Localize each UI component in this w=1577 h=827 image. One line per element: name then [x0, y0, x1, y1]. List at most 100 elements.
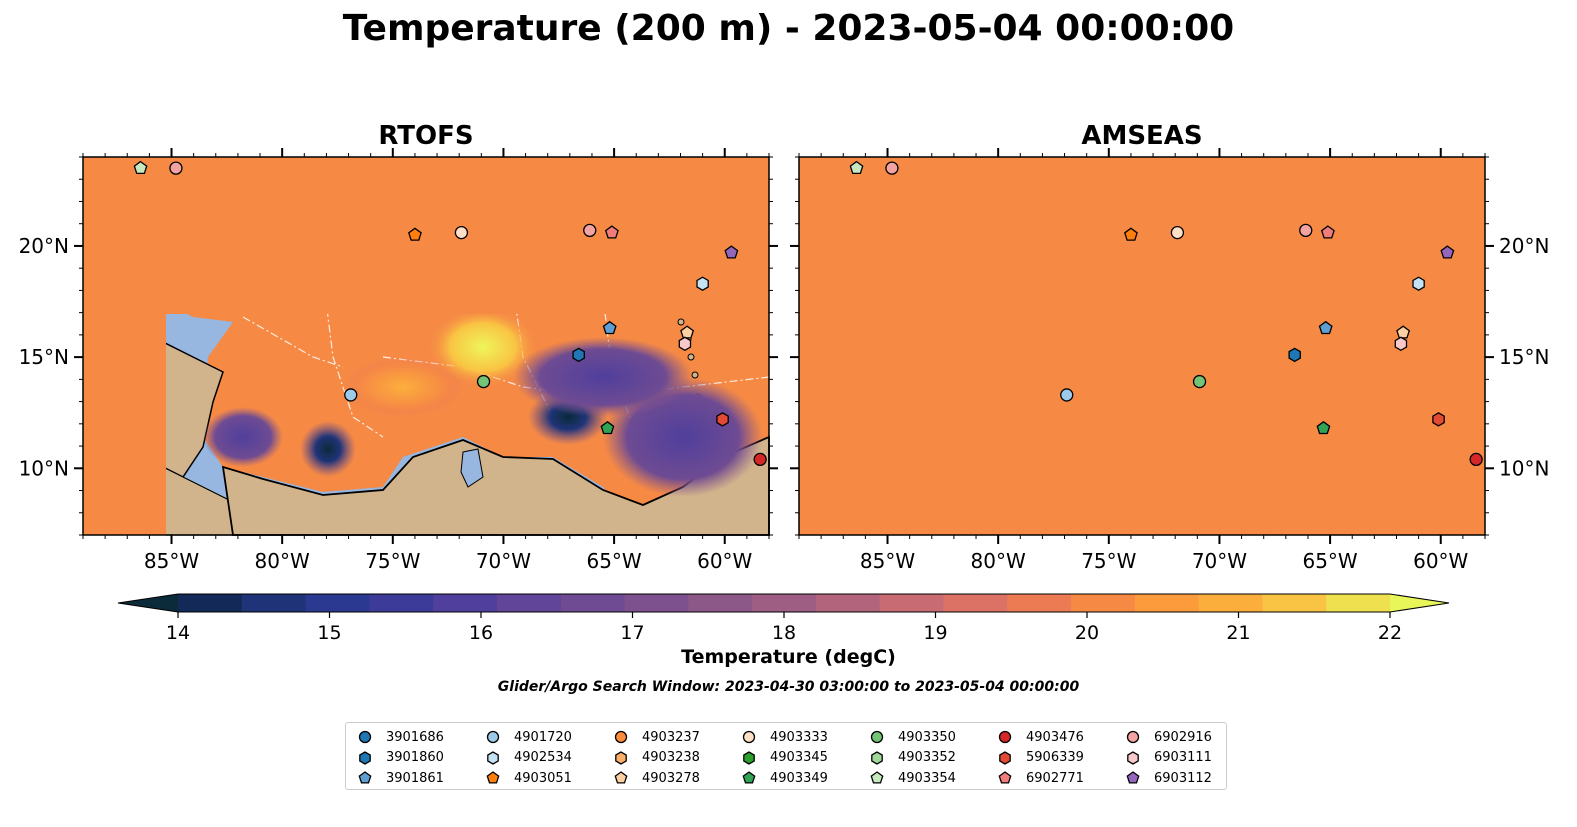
- float-marker-6903111: [678, 336, 692, 352]
- legend-item: 4903345: [738, 748, 828, 769]
- legend-column: 6902916 6903111 6903112: [1122, 727, 1212, 789]
- lat-tick-label: 10°N: [1499, 456, 1549, 480]
- legend-marker: [1126, 771, 1140, 784]
- pentagon-marker-icon: [742, 771, 756, 784]
- colorbar-tick-label: 22: [1378, 622, 1402, 644]
- legend-item: 4903238: [610, 748, 700, 769]
- legend-label: 4903352: [898, 750, 956, 766]
- legend-label: 4902534: [514, 750, 572, 766]
- colorbar-extend-low: [118, 594, 178, 612]
- legend-item: 3901686: [354, 727, 444, 748]
- colorbar-segment: [943, 594, 1008, 612]
- panel-title-rtofs: RTOFS: [378, 121, 474, 151]
- legend-item: 4903354: [866, 768, 956, 789]
- lat-tick-label: 20°N: [1499, 234, 1549, 258]
- colorbar-segment: [496, 594, 562, 612]
- float-marker-4901720: [344, 388, 358, 402]
- pentagon-marker-icon: [998, 771, 1012, 784]
- legend-item: 4901720: [482, 727, 572, 748]
- rtofs-field-features: [203, 314, 763, 497]
- lat-tick-label: 20°N: [19, 234, 69, 258]
- float-marker-6903112: [1440, 245, 1455, 259]
- colorbar-tick-label: 18: [772, 622, 796, 644]
- colorbar-segment: [1326, 594, 1391, 612]
- legend-label: 4903349: [770, 770, 828, 786]
- float-marker-3901861: [602, 320, 617, 335]
- colorbar-segment: [1262, 594, 1327, 612]
- legend-label: 6903111: [1154, 750, 1212, 766]
- legend-marker: [870, 731, 884, 744]
- circle-marker-icon: [358, 731, 372, 744]
- legend-marker: [614, 771, 628, 784]
- legend-marker: [1127, 750, 1139, 765]
- legend-item: 6902916: [1122, 727, 1212, 748]
- colorbar-extend-high: [1390, 594, 1449, 612]
- colorbar-segment: [1007, 594, 1072, 612]
- legend-marker: [359, 750, 371, 765]
- float-marker-4902534: [1412, 276, 1425, 291]
- legend-item: 4903278: [610, 768, 700, 789]
- hexagon-marker-icon: [487, 750, 499, 765]
- legend-label: 4903051: [514, 770, 572, 786]
- colorbar-tick-label: 17: [620, 622, 644, 644]
- legend-marker: [486, 731, 500, 744]
- legend-column: 4901720 4902534 4903051: [482, 727, 572, 789]
- legend-marker: [870, 771, 884, 784]
- float-marker-4903476: [1469, 452, 1483, 467]
- colorbar-segment: [688, 594, 753, 612]
- float-marker-4903051: [1124, 227, 1138, 241]
- legend-marker: [1126, 731, 1140, 744]
- legend-label: 4901720: [514, 729, 572, 745]
- lon-tick-label: 85°W: [144, 549, 199, 573]
- circle-marker-icon: [998, 731, 1012, 744]
- colorbar-tick-label: 20: [1075, 622, 1099, 644]
- lon-tick-label: 70°W: [476, 549, 531, 573]
- legend-item: 5906339: [994, 748, 1084, 769]
- float-marker-6902916: [1299, 223, 1313, 238]
- lon-tick-label: 65°W: [1302, 549, 1357, 573]
- legend-marker: [999, 750, 1011, 765]
- lon-tick-label: 65°W: [586, 549, 641, 573]
- rtofs-map-panel: [82, 156, 770, 536]
- legend-item: 3901860: [354, 748, 444, 769]
- hexagon-marker-icon: [615, 750, 627, 765]
- float-marker-3901861: [1318, 320, 1333, 335]
- hexagon-marker-icon: [1127, 750, 1139, 765]
- axis-ticks-and-labels: 85°W 80°W 75°W 70°W 65°W 60°W 20°N 15°N 10°N 85°W…: [19, 148, 1549, 573]
- float-marker-6902771: [604, 225, 619, 239]
- colorbar-tick-label: 19: [923, 622, 947, 644]
- colorbar-segment: [433, 594, 498, 612]
- circle-marker-icon: [1126, 731, 1140, 744]
- amseas-map-panel: [798, 156, 1486, 536]
- hexagon-marker-icon: [871, 750, 883, 765]
- colorbar-segment: [1134, 594, 1200, 612]
- legend-label: 4903278: [642, 770, 700, 786]
- legend-marker: [487, 750, 499, 765]
- legend-item: 4903333: [738, 727, 828, 748]
- legend-label: 4903345: [770, 750, 828, 766]
- lat-tick-label: 15°N: [1499, 345, 1549, 369]
- legend-marker: [871, 750, 883, 765]
- float-marker-4901720: [1060, 388, 1074, 402]
- float-marker-4903354: [133, 160, 148, 175]
- figure-title: Temperature (200 m) - 2023-05-04 00:00:0…: [342, 8, 1235, 49]
- legend-marker: [486, 771, 500, 784]
- colorbar-segment: [305, 594, 370, 612]
- legend-marker: [614, 731, 628, 744]
- legend-marker: [358, 731, 372, 744]
- pentagon-marker-icon: [870, 771, 884, 784]
- legend-item: 4903476: [994, 727, 1084, 748]
- legend-column: 3901686 3901860 3901861: [354, 727, 444, 789]
- legend-label: 4903333: [770, 729, 828, 745]
- legend-marker: [998, 731, 1012, 744]
- legend-item: 4903349: [738, 768, 828, 789]
- lon-tick-label: 60°W: [1413, 549, 1468, 573]
- pentagon-marker-icon: [358, 771, 372, 784]
- circle-marker-icon: [614, 731, 628, 744]
- legend-item: 4903237: [610, 727, 700, 748]
- float-marker-4903349: [1316, 420, 1331, 435]
- colorbar-segment: [560, 594, 626, 612]
- float-marker-4902534: [696, 276, 709, 291]
- legend-label: 4903350: [898, 729, 956, 745]
- legend-label: 6903112: [1154, 770, 1212, 786]
